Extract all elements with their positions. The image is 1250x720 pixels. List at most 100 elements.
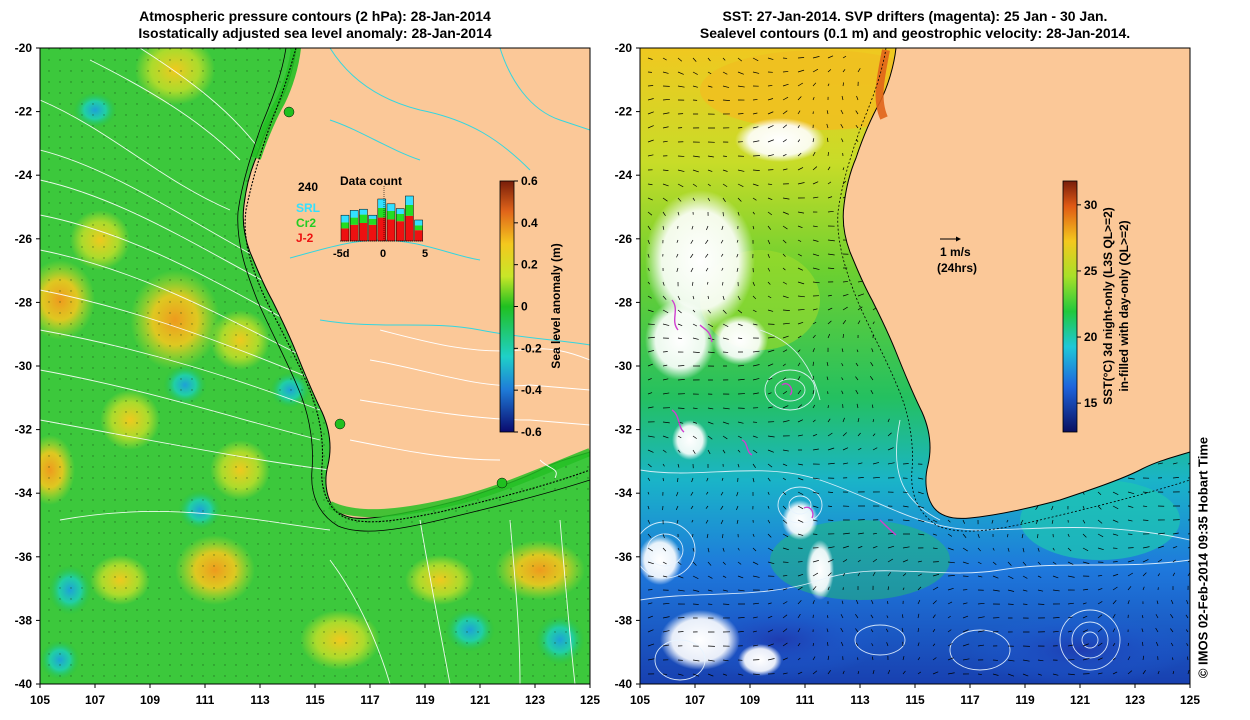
velocity-vector — [782, 124, 788, 129]
velocity-vector — [797, 182, 805, 185]
velocity-vector — [962, 533, 967, 538]
velocity-vector — [947, 575, 955, 577]
velocity-vector — [827, 462, 835, 465]
velocity-vector — [707, 407, 714, 410]
velocity-vector — [1067, 533, 1070, 537]
right-y-tick-label: -24 — [615, 168, 633, 182]
velocity-vector — [737, 463, 740, 468]
velocity-vector — [812, 361, 814, 367]
velocity-vector — [782, 322, 790, 325]
velocity-vector — [707, 169, 713, 172]
velocity-vector — [855, 389, 859, 395]
velocity-vector — [842, 432, 847, 437]
velocity-vector — [677, 57, 683, 62]
velocity-vector — [842, 670, 845, 675]
velocity-vector — [887, 586, 889, 591]
velocity-vector — [857, 559, 861, 563]
velocity-vector — [782, 657, 788, 661]
velocity-vector — [662, 98, 670, 101]
velocity-vector — [886, 642, 889, 647]
island-marker — [334, 418, 346, 430]
velocity-vector — [782, 505, 787, 510]
velocity-vector — [1022, 561, 1027, 566]
velocity-vector — [677, 323, 683, 327]
right-x-tick-label: 107 — [685, 693, 705, 707]
velocity-vector — [917, 613, 920, 619]
velocity-vector — [647, 295, 652, 299]
velocity-vector — [662, 449, 667, 453]
velocity-vector — [736, 491, 739, 497]
velocity-vector — [647, 363, 653, 367]
velocity-vector — [782, 588, 788, 591]
right-y-tick-label: -36 — [615, 550, 633, 564]
velocity-vector — [662, 126, 669, 129]
inset-title: Data count — [340, 174, 402, 188]
velocity-vector — [856, 599, 859, 605]
velocity-vector — [722, 673, 728, 676]
velocity-vector — [872, 558, 878, 563]
velocity-vector — [857, 477, 864, 479]
velocity-vector — [767, 295, 772, 299]
svp-drifters — [671, 299, 897, 536]
velocity-vector — [1157, 462, 1164, 465]
velocity-vector — [782, 363, 786, 367]
velocity-vector — [1037, 561, 1041, 565]
velocity-vector — [752, 57, 759, 62]
velocity-vector — [782, 491, 787, 496]
velocity-vector — [887, 447, 894, 451]
velocity-vector — [722, 323, 729, 327]
velocity-vector — [677, 435, 682, 439]
velocity-vector — [812, 181, 819, 185]
sla-colorbar-tick-label: 0.6 — [521, 174, 538, 188]
sst-colorbar-label-line2: in-filled with day-only (QL>=2) — [1117, 220, 1131, 391]
velocity-vector — [647, 533, 652, 538]
velocity-vector — [962, 658, 970, 661]
velocity-vector — [886, 600, 889, 605]
velocity-vector — [662, 463, 665, 467]
velocity-vector — [782, 197, 790, 200]
sla-colorbar-tick-label: 0.4 — [521, 216, 538, 230]
velocity-vector — [767, 225, 772, 230]
velocity-vector — [1022, 547, 1025, 553]
inset-bar-srl — [359, 209, 368, 215]
velocity-vector — [932, 628, 936, 633]
velocity-vector — [841, 138, 844, 143]
velocity-vector — [797, 96, 802, 101]
velocity-vector — [722, 197, 726, 203]
velocity-vector — [901, 614, 904, 619]
velocity-vector — [677, 463, 680, 468]
velocity-vector — [871, 348, 874, 353]
velocity-vector — [752, 547, 757, 552]
velocity-vector — [1067, 602, 1074, 605]
velocity-vector — [797, 253, 802, 257]
velocity-vector — [1127, 519, 1133, 522]
velocity-vector — [1082, 505, 1085, 509]
velocity-vector — [737, 561, 742, 565]
velocity-vector — [737, 673, 744, 676]
velocity-vector — [797, 152, 802, 157]
velocity-vector — [707, 155, 714, 158]
velocity-vector — [1172, 572, 1176, 577]
velocity-vector — [737, 378, 745, 381]
velocity-vector — [647, 629, 654, 633]
velocity-vector — [902, 546, 910, 549]
velocity-vector — [812, 600, 815, 605]
velocity-vector — [782, 139, 787, 143]
velocity-vector — [677, 575, 684, 579]
velocity-vector — [827, 333, 831, 339]
velocity-vector — [752, 225, 755, 230]
velocity-vector — [870, 614, 874, 619]
left-y-tick-label: -28 — [15, 295, 33, 309]
velocity-vector — [887, 432, 892, 437]
velocity-vector — [872, 476, 880, 479]
velocity-vector — [871, 600, 874, 605]
velocity-vector — [1052, 673, 1059, 676]
left-y-tick-label: -26 — [15, 232, 33, 246]
data-count-inset: Data count 240 SRL Cr2 J-2 -5d 0 5 — [296, 174, 428, 260]
left-y-tick-label: -20 — [15, 41, 33, 55]
velocity-vector — [782, 672, 788, 675]
velocity-vector — [677, 85, 685, 88]
velocity-vector — [782, 405, 789, 409]
velocity-vector — [676, 519, 679, 524]
